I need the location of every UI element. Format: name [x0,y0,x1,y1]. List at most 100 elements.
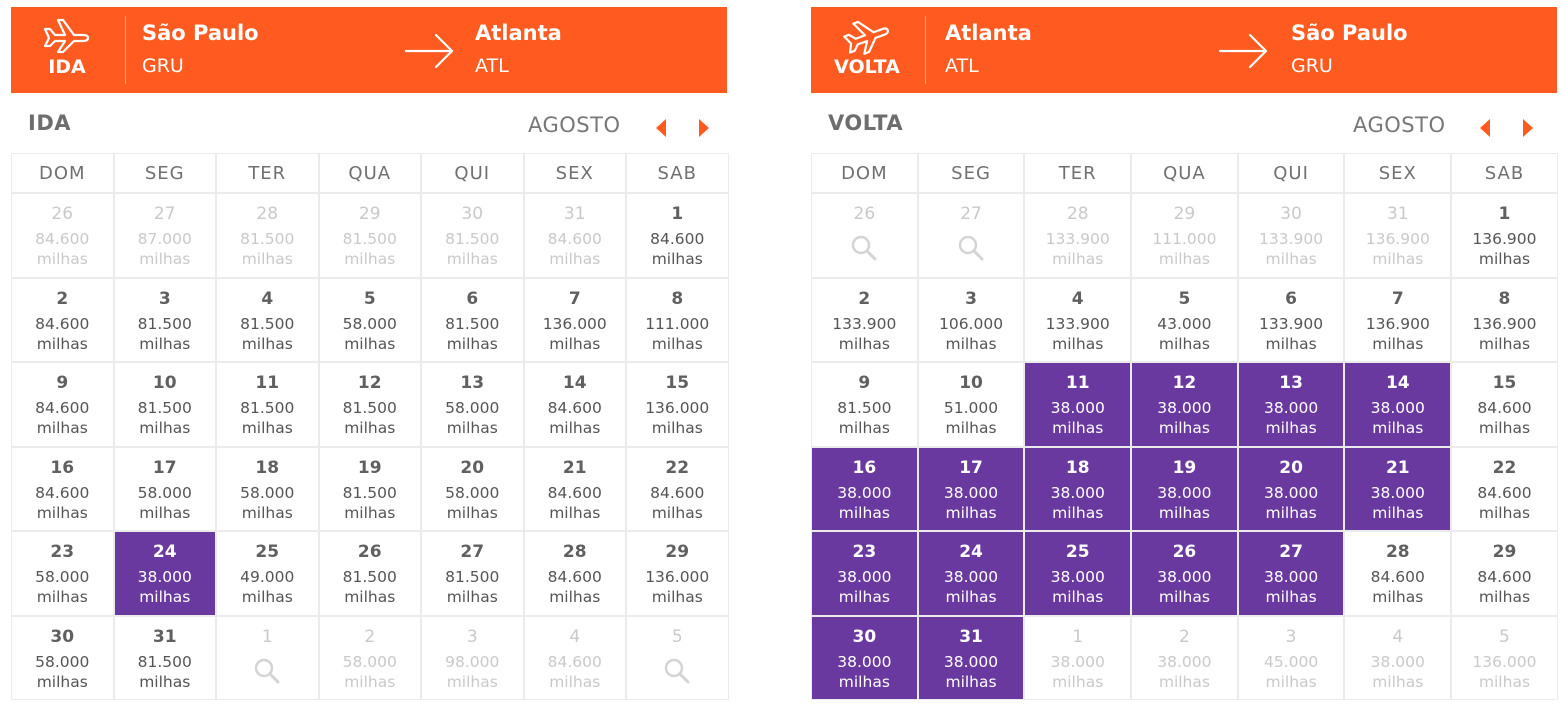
calendar-day-cell[interactable]: 15 136.000 milhas [627,363,728,446]
calendar-day-cell[interactable]: 25 38.000 milhas [1025,532,1131,615]
calendar-day-cell[interactable]: 31 81.500 milhas [114,616,215,699]
calendar-day-cell[interactable]: 18 38.000 milhas [1025,447,1131,530]
calendar-day-cell[interactable]: 26 [812,194,917,277]
calendar-day-cell[interactable]: 29 136.000 milhas [627,532,728,615]
calendar-day-cell[interactable]: 12 38.000 milhas [1132,363,1237,446]
day-number: 2 [364,626,376,647]
next-month-button[interactable] [1521,118,1535,138]
calendar-day-cell[interactable]: 28 84.600 milhas [524,532,625,615]
day-number: 31 [152,626,177,647]
day-price: 84.600 [547,568,602,586]
calendar-day-cell[interactable]: 3 106.000 milhas [918,278,1024,361]
calendar-day-cell[interactable]: 27 87.000 milhas [114,194,215,277]
calendar-day-cell[interactable]: 30 133.900 milhas [1238,194,1344,277]
calendar-day-cell[interactable]: 26 84.600 milhas [12,194,113,277]
day-price: 38.000 [1263,568,1319,586]
calendar-day-cell[interactable]: 23 38.000 milhas [812,532,917,615]
calendar-day-cell[interactable]: 7 136.900 milhas [1345,278,1451,361]
calendar-day-cell[interactable]: 23 58.000 milhas [12,532,113,615]
calendar-day-cell[interactable]: 4 84.600 milhas [524,616,625,699]
calendar-day-cell[interactable]: 27 38.000 milhas [1238,532,1344,615]
calendar-day-cell[interactable]: 9 81.500 milhas [812,363,917,446]
calendar-day-cell[interactable]: 20 38.000 milhas [1238,447,1344,530]
calendar-day-cell[interactable]: 22 84.600 milhas [1452,447,1557,530]
calendar-day-cell[interactable]: 22 84.600 milhas [627,447,728,530]
calendar-day-cell[interactable]: 19 38.000 milhas [1132,447,1237,530]
calendar-day-cell[interactable]: 4 38.000 milhas [1345,616,1451,699]
calendar-day-cell[interactable]: 29 81.500 milhas [319,194,420,277]
calendar-day-cell[interactable]: 1 84.600 milhas [627,194,728,277]
calendar-day-cell[interactable]: 31 84.600 milhas [524,194,625,277]
calendar-day-cell[interactable]: 20 58.000 milhas [422,447,523,530]
calendar-day-cell[interactable]: 4 81.500 milhas [217,278,318,361]
calendar-day-cell[interactable]: 24 38.000 milhas [114,532,215,615]
calendar-day-cell[interactable]: 16 84.600 milhas [12,447,113,530]
calendar-day-cell[interactable]: 5 [627,616,728,699]
calendar-day-cell[interactable]: 3 98.000 milhas [422,616,523,699]
day-number: 26 [51,204,74,224]
calendar-day-cell[interactable]: 6 81.500 milhas [422,278,523,361]
calendar-day-cell[interactable]: 7 136.000 milhas [524,278,625,361]
calendar-day-cell[interactable]: 29 84.600 milhas [1452,532,1557,615]
calendar-day-cell[interactable]: 11 38.000 milhas [1025,363,1131,446]
calendar-day-cell[interactable]: 13 38.000 milhas [1238,363,1344,446]
calendar-day-cell[interactable]: 27 81.500 milhas [422,532,523,615]
calendar-day-cell[interactable]: 1 [217,616,318,699]
calendar-day-cell[interactable]: 17 38.000 milhas [918,447,1024,530]
calendar-day-cell[interactable]: 11 81.500 milhas [217,363,318,446]
calendar-day-cell[interactable]: 26 38.000 milhas [1132,532,1237,615]
calendar-day-cell[interactable]: 28 81.500 milhas [217,194,318,277]
calendar-day-cell[interactable]: 4 133.900 milhas [1025,278,1131,361]
calendar-day-cell[interactable]: 31 136.900 milhas [1345,194,1451,277]
calendar-day-cell[interactable]: 5 43.000 milhas [1132,278,1237,361]
calendar-day-cell[interactable]: 31 38.000 milhas [918,616,1024,699]
calendar-day-cell[interactable]: 5 58.000 milhas [319,278,420,361]
calendar-day-cell[interactable]: 9 84.600 milhas [12,363,113,446]
price-unit: milhas [139,334,191,353]
calendar-day-cell[interactable]: 14 38.000 milhas [1345,363,1451,446]
calendar-day-cell[interactable]: 26 81.500 milhas [319,532,420,615]
price-unit: milhas [549,419,601,437]
calendar-day-cell[interactable]: 8 111.000 milhas [627,278,728,361]
calendar-day-cell[interactable]: 17 58.000 milhas [114,447,215,530]
weekday-header: SAB [1452,154,1557,192]
calendar-day-cell[interactable]: 2 84.600 milhas [12,278,113,361]
calendar-day-cell[interactable]: 12 81.500 milhas [319,363,420,446]
calendar-day-cell[interactable]: 29 111.000 milhas [1132,194,1237,277]
calendar-day-cell[interactable]: 25 49.000 milhas [217,532,318,615]
calendar-day-cell[interactable]: 8 136.900 milhas [1452,278,1557,361]
day-number: 16 [852,457,877,478]
calendar-day-cell[interactable]: 30 58.000 milhas [12,616,113,699]
calendar-day-cell[interactable]: 30 38.000 milhas [812,616,917,699]
calendar-day-cell[interactable]: 15 84.600 milhas [1452,363,1557,446]
calendar-day-cell[interactable]: 5 136.000 milhas [1452,616,1557,699]
calendar-day-cell[interactable]: 19 81.500 milhas [319,447,420,530]
calendar-day-cell[interactable]: 1 38.000 milhas [1025,616,1131,699]
calendar-day-cell[interactable]: 18 58.000 milhas [217,447,318,530]
calendar-day-cell[interactable]: 30 81.500 milhas [422,194,523,277]
calendar-day-cell[interactable]: 3 45.000 milhas [1238,616,1344,699]
calendar-day-cell[interactable]: 21 38.000 milhas [1345,447,1451,530]
prev-month-button[interactable] [654,118,668,138]
calendar-day-cell[interactable]: 2 38.000 milhas [1132,616,1237,699]
calendar-day-cell[interactable]: 14 84.600 milhas [524,363,625,446]
price-unit: milhas [1158,672,1210,691]
calendar-day-cell[interactable]: 3 81.500 milhas [114,278,215,361]
next-month-button[interactable] [697,118,711,138]
calendar-day-cell[interactable]: 13 58.000 milhas [422,363,523,446]
prev-month-button[interactable] [1478,118,1492,138]
calendar-day-cell[interactable]: 6 133.900 milhas [1238,278,1344,361]
calendar-day-cell[interactable]: 27 [918,194,1024,277]
calendar-day-cell[interactable]: 21 84.600 milhas [524,447,625,530]
calendar-day-cell[interactable]: 2 58.000 milhas [319,616,420,699]
outbound-destination-code: ATL [475,55,509,77]
calendar-day-cell[interactable]: 2 133.900 milhas [812,278,917,361]
calendar-day-cell[interactable]: 16 38.000 milhas [812,447,917,530]
day-number: 14 [1385,373,1410,393]
calendar-day-cell[interactable]: 28 84.600 milhas [1345,532,1451,615]
calendar-day-cell[interactable]: 28 133.900 milhas [1025,194,1131,277]
calendar-day-cell[interactable]: 10 51.000 milhas [918,363,1024,446]
calendar-day-cell[interactable]: 1 136.900 milhas [1452,194,1557,277]
calendar-day-cell[interactable]: 10 81.500 milhas [114,363,215,446]
calendar-day-cell[interactable]: 24 38.000 milhas [918,532,1024,615]
